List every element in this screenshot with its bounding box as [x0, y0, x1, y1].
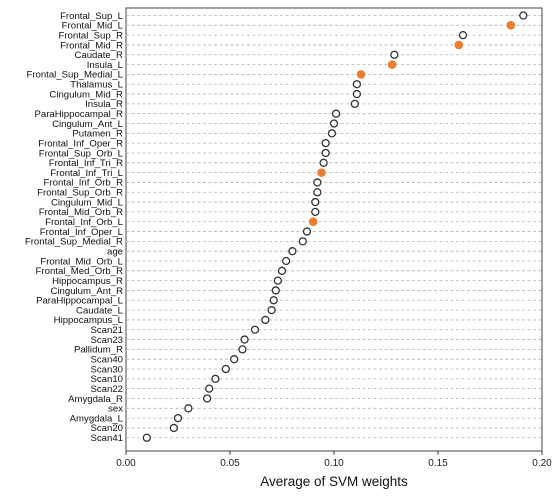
data-point	[211, 374, 220, 383]
y-tick-label: Frontal_Inf_Tri_L	[50, 168, 123, 179]
y-tick-label: Frontal_Sup_R	[58, 30, 123, 41]
y-tick-label: Insula_L	[87, 60, 124, 71]
data-point	[313, 178, 322, 187]
data-point	[352, 89, 362, 99]
data-point	[298, 237, 307, 246]
y-tick-label: Thalamus_L	[70, 80, 123, 91]
data-point	[350, 99, 359, 109]
highlighted-point	[317, 168, 326, 177]
y-tick-label: Putamen_R	[72, 129, 123, 140]
data-point	[230, 355, 239, 364]
y-tick-labels: Frontal_Sup_LFrontal_Mid_LFrontal_Sup_RF…	[25, 11, 124, 444]
data-points	[142, 11, 528, 442]
data-point	[313, 188, 322, 197]
data-point	[267, 305, 276, 315]
data-point	[169, 423, 178, 433]
data-point	[288, 247, 297, 256]
y-tick-label: Scan20	[90, 423, 123, 434]
y-tick-label: Scan10	[90, 374, 123, 385]
y-tick-label: Caudate_L	[76, 305, 124, 316]
y-tick-label: Scan22	[90, 384, 123, 395]
data-point	[302, 227, 312, 236]
x-tick-label: 0.10	[324, 458, 344, 469]
y-tick-label: Frontal_Inf_Orb_L	[45, 217, 124, 228]
data-point	[205, 384, 214, 393]
highlighted-point	[454, 40, 464, 50]
data-point	[282, 256, 291, 266]
x-axis: 0.00 0.05 0.10 0.15 0.20	[116, 451, 552, 469]
highlighted-point	[308, 217, 318, 227]
data-point	[321, 139, 330, 148]
y-tick-label: Cingulum_Ant_L	[52, 119, 124, 130]
data-point	[390, 50, 399, 59]
data-point	[277, 266, 287, 275]
data-point	[273, 276, 282, 285]
y-tick-label: sex	[108, 404, 123, 415]
y-tick-label: Frontal_Inf_Oper_R	[38, 138, 123, 149]
data-point	[311, 197, 320, 207]
data-point	[250, 325, 260, 334]
y-tick-label: Scan41	[90, 433, 123, 444]
y-tick-label: Hippocampus_L	[54, 315, 124, 326]
x-axis-title: Average of SVM weights	[260, 474, 408, 489]
data-point	[142, 433, 151, 442]
y-tick-label: Cingulum_Mid_R	[49, 89, 123, 100]
data-point	[352, 80, 362, 89]
y-tick-label: Frontal_Mid_R	[60, 40, 123, 51]
y-tick-label: Frontal_Sup_Orb_R	[37, 188, 123, 199]
y-tick-label: Frontal_Mid_Orb_L	[40, 256, 123, 267]
y-tick-label: Frontal_Med_Orb_R	[36, 266, 124, 277]
data-point	[221, 364, 230, 374]
data-point	[321, 148, 330, 158]
highlighted-point	[506, 21, 516, 30]
y-tick-label: Cingulum_Ant_R	[50, 286, 123, 297]
highlighted-point	[356, 70, 366, 79]
x-tick-label: 0.00	[116, 458, 136, 469]
y-tick-label: Pallidum_R	[74, 345, 123, 356]
y-tick-label: Amygdala_L	[70, 413, 124, 424]
y-tick-label: Scan23	[90, 335, 123, 346]
data-point	[458, 30, 468, 40]
data-point	[327, 129, 337, 138]
y-tick-label: ParaHippocampal_L	[36, 296, 124, 307]
y-tick-label: Scan40	[90, 355, 123, 366]
y-tick-label: Caudate_R	[74, 50, 123, 61]
y-tick-label: Frontal_Mid_L	[62, 21, 124, 32]
y-tick-label: Frontal_Inf_Oper_L	[40, 227, 124, 238]
y-tick-label: Frontal_Inf_Orb_R	[44, 178, 124, 189]
y-tick-label: Frontal_Sup_Medial_L	[26, 70, 123, 81]
y-tick-label: Scan30	[90, 364, 123, 375]
x-tick-label: 0.15	[428, 458, 448, 469]
y-tick-label: Scan21	[90, 325, 123, 336]
data-point	[269, 296, 278, 305]
data-point	[261, 315, 270, 325]
gridlines	[126, 15, 542, 439]
y-tick-label: Frontal_Sup_Orb_L	[39, 148, 124, 159]
data-point	[173, 413, 183, 423]
x-tick-label: 0.05	[220, 458, 240, 469]
highlighted-point	[387, 60, 397, 69]
data-point	[311, 207, 320, 217]
data-point	[519, 11, 528, 20]
y-tick-label: Frontal_Sup_L	[60, 11, 124, 22]
data-point	[184, 404, 193, 413]
y-tick-label: Frontal_Sup_Medial_R	[25, 237, 123, 248]
y-tick-label: ParaHippocampal_R	[34, 109, 123, 120]
data-point	[202, 394, 212, 403]
y-tick-label: Hippocampus_R	[52, 276, 123, 287]
y-tick-label: Insula_R	[85, 99, 123, 110]
y-tick-label: Frontal_Mid_Orb_R	[39, 207, 123, 218]
data-point	[238, 345, 247, 354]
data-point	[331, 109, 341, 118]
data-point	[329, 119, 339, 128]
x-tick-label: 0.20	[532, 458, 552, 469]
data-point	[319, 158, 328, 167]
data-point	[271, 286, 280, 295]
y-tick-label: Amygdala_R	[68, 394, 123, 405]
y-tick-label: Cingulum_Mid_L	[51, 197, 124, 208]
data-point	[240, 335, 249, 344]
y-tick-label: Frontal_Inf_Tri_R	[49, 158, 123, 169]
y-tick-label: age	[107, 246, 123, 257]
